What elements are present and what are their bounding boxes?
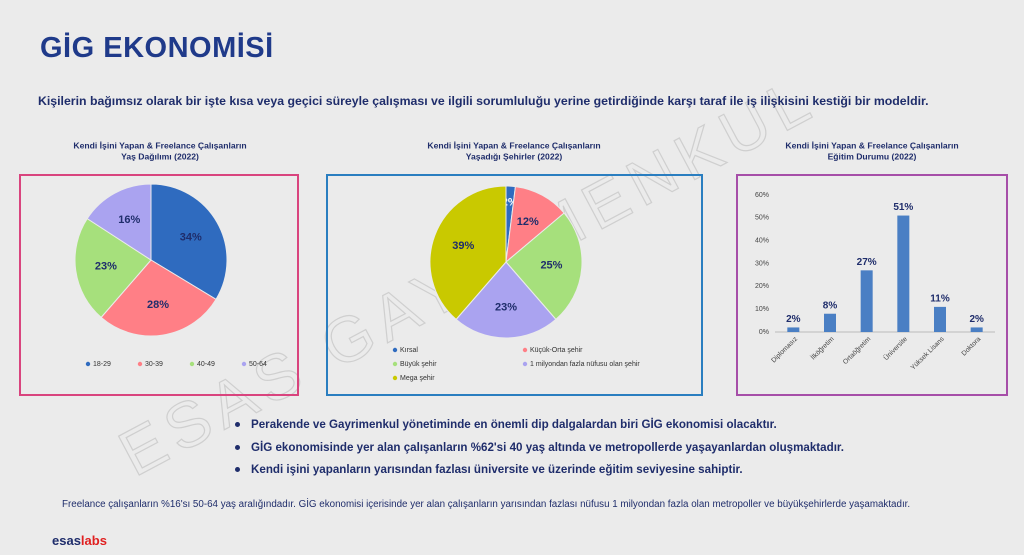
data-label: 8% bbox=[823, 300, 838, 311]
legend-label: 40-49 bbox=[197, 361, 215, 368]
legend-marker bbox=[522, 347, 528, 353]
logo-part: esas bbox=[52, 533, 81, 548]
chart-frame bbox=[326, 174, 703, 396]
y-tick-label: 10% bbox=[755, 306, 769, 313]
pie-slice bbox=[74, 217, 152, 319]
legend-marker bbox=[392, 347, 398, 353]
x-tick-label: Yüksek Lisans bbox=[910, 335, 946, 371]
pie-slice bbox=[150, 183, 228, 301]
bullet-list: Perakende ve Gayrimenkul yönetiminde en … bbox=[235, 418, 844, 486]
bullet: GİG ekonomisinde yer alan çalışanların %… bbox=[235, 441, 844, 464]
slide-title: GİG EKONOMİSİ bbox=[40, 32, 274, 64]
chart-title: Yaş Dağılımı (2022) bbox=[121, 151, 199, 161]
pie-slice bbox=[429, 185, 507, 321]
legend-label: 50-64 bbox=[249, 361, 267, 368]
data-label: 11% bbox=[930, 294, 950, 305]
logo: esaslabs bbox=[52, 533, 107, 548]
data-label: 16% bbox=[118, 214, 140, 226]
legend-marker bbox=[137, 361, 143, 367]
y-tick-label: 60% bbox=[755, 192, 769, 199]
legend-label: 30-39 bbox=[145, 361, 163, 368]
legend-marker bbox=[522, 361, 528, 367]
chart-title: Eğitim Durumu (2022) bbox=[828, 151, 917, 161]
chart-title: Kendi İşini Yapan & Freelance Çalışanlar… bbox=[427, 140, 600, 150]
data-label: 23% bbox=[95, 260, 117, 272]
data-label: 27% bbox=[857, 257, 877, 268]
y-tick-label: 0% bbox=[759, 329, 769, 336]
pie-slice bbox=[505, 212, 583, 321]
bullet: Perakende ve Gayrimenkul yönetiminde en … bbox=[235, 418, 844, 441]
data-label: 51% bbox=[893, 202, 913, 213]
data-label: 25% bbox=[540, 259, 562, 271]
legend-marker bbox=[392, 361, 398, 367]
x-tick-label: Üniversite bbox=[882, 335, 909, 362]
logo-part: labs bbox=[80, 533, 107, 548]
chart-frame bbox=[736, 174, 1008, 396]
legend-marker bbox=[241, 361, 247, 367]
legend-marker bbox=[85, 361, 91, 367]
bar bbox=[934, 306, 946, 332]
data-label: 12% bbox=[517, 216, 539, 228]
legend-label: 18-29 bbox=[93, 361, 111, 368]
y-tick-label: 50% bbox=[755, 215, 769, 222]
bar bbox=[970, 327, 983, 332]
pie-slice bbox=[86, 183, 152, 261]
bullet: Kendi işini yapanların yarısından fazlas… bbox=[235, 463, 844, 486]
chart-title: Kendi İşini Yapan & Freelance Çalışanlar… bbox=[785, 140, 958, 150]
legend-marker bbox=[189, 361, 195, 367]
data-label: 23% bbox=[495, 302, 517, 314]
data-label: 39% bbox=[452, 240, 474, 252]
data-label: 28% bbox=[147, 299, 169, 311]
legend-label: Kırsal bbox=[400, 347, 418, 354]
bar bbox=[824, 313, 836, 332]
x-tick-label: Doktora bbox=[961, 336, 983, 358]
y-tick-label: 30% bbox=[755, 260, 769, 267]
pie-slice bbox=[455, 261, 557, 339]
data-label: 2% bbox=[786, 314, 801, 325]
y-tick-label: 20% bbox=[755, 283, 769, 290]
legend-label: 1 milyondan fazla nüfusu olan şehir bbox=[530, 361, 640, 368]
slide-subtitle: Kişilerin bağımsız olarak bir işte kısa … bbox=[38, 94, 929, 108]
pie-slice bbox=[100, 259, 217, 337]
bar bbox=[787, 327, 800, 332]
legend-label: Küçük-Orta şehir bbox=[530, 347, 583, 354]
data-label: 34% bbox=[180, 232, 202, 244]
legend-label: Mega şehir bbox=[400, 375, 435, 382]
data-label: 2% bbox=[969, 314, 984, 325]
legend-label: Büyük şehir bbox=[400, 361, 437, 368]
bar bbox=[897, 215, 910, 332]
x-tick-label: İlköğretim bbox=[808, 334, 835, 361]
chart-title: Kendi İşini Yapan & Freelance Çalışanlar… bbox=[73, 140, 246, 150]
x-tick-label: Ortaöğretim bbox=[842, 336, 873, 367]
chart-frame bbox=[19, 174, 299, 396]
x-tick-label: Diplomasız bbox=[770, 335, 799, 364]
legend-marker bbox=[392, 375, 398, 381]
bar bbox=[860, 270, 873, 332]
y-tick-label: 40% bbox=[755, 238, 769, 245]
footer-note: Freelance çalışanların %16'sı 50-64 yaş … bbox=[62, 499, 911, 510]
chart-title: Yaşadığı Şehirler (2022) bbox=[466, 151, 563, 161]
